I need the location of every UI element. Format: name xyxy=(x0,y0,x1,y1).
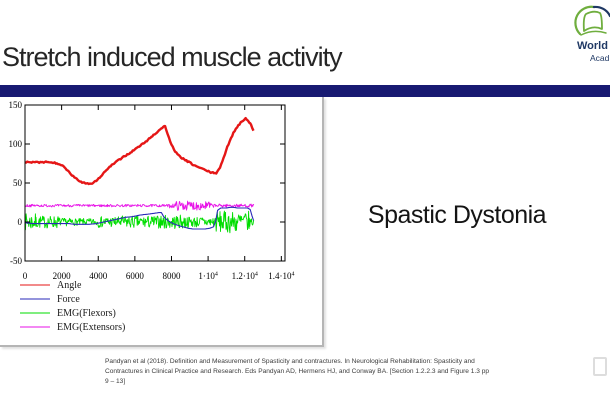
svg-text:Force: Force xyxy=(57,294,80,305)
placeholder-icon xyxy=(593,357,607,376)
logo-book-icon xyxy=(574,5,610,36)
logo-text-academy: Acad xyxy=(590,53,610,63)
svg-text:8000: 8000 xyxy=(162,271,181,281)
svg-text:6000: 6000 xyxy=(126,271,145,281)
svg-text:2000: 2000 xyxy=(53,271,72,281)
citation-line-1: Pandyan et al (2018). Definition and Mea… xyxy=(105,358,475,365)
svg-text:1.4·104: 1.4·104 xyxy=(268,271,294,281)
svg-text:4000: 4000 xyxy=(89,271,108,281)
citation-line-3: 9 – 13] xyxy=(105,378,126,386)
svg-text:100: 100 xyxy=(9,139,23,149)
svg-text:EMG(Flexors): EMG(Flexors) xyxy=(57,308,116,319)
svg-text:Angle: Angle xyxy=(57,280,82,291)
svg-text:-50: -50 xyxy=(10,256,22,266)
chart-panel: 0 2000 4000 6000 8000 1·104 1.2·104 1.4·104 -50 0… xyxy=(0,97,324,347)
logo-text-world: World xyxy=(577,40,608,52)
svg-text:0: 0 xyxy=(23,271,28,281)
svg-text:1·104: 1·104 xyxy=(198,271,218,281)
svg-text:EMG(Extensors): EMG(Extensors) xyxy=(57,322,125,333)
citation-line-2: Contractures in Clinical Practice and Re… xyxy=(105,368,490,376)
svg-text:50: 50 xyxy=(13,178,23,188)
divider-bar xyxy=(0,85,610,97)
emg-chart: 0 2000 4000 6000 8000 1·104 1.2·104 1.4·104-500… xyxy=(9,100,295,333)
citation: Pandyan et al (2018). Definition and Mea… xyxy=(105,357,545,388)
slide-title: Stretch induced muscle activity xyxy=(2,42,343,72)
svg-text:150: 150 xyxy=(9,100,23,110)
svg-text:0: 0 xyxy=(18,217,23,227)
svg-text:1.2·104: 1.2·104 xyxy=(232,271,258,281)
spastic-dystonia-label: Spastic Dystonia xyxy=(367,201,547,229)
org-logo: World Acad xyxy=(570,4,610,76)
